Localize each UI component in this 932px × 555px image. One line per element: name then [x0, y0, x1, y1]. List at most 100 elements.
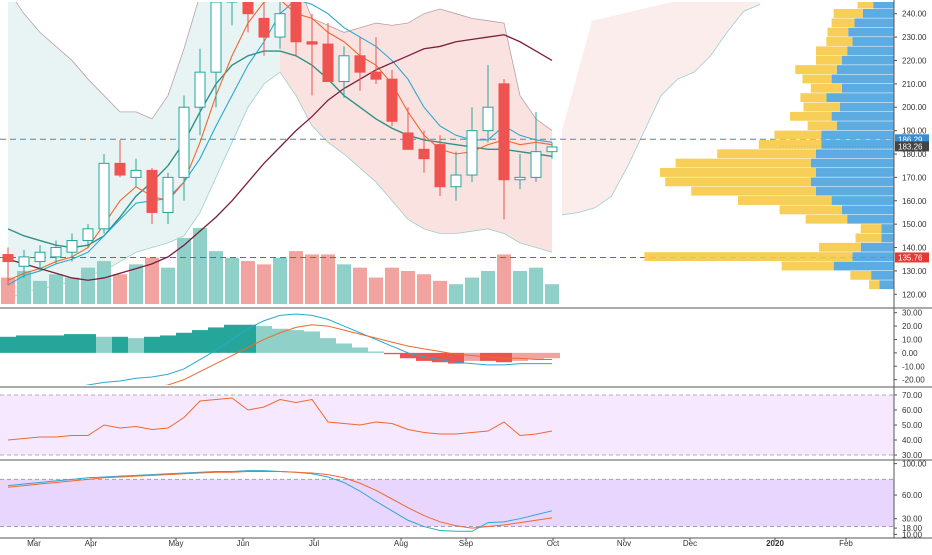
candle-body [50, 247, 62, 258]
macd-axis-tick-label: 10.00 [902, 335, 923, 344]
volume-profile-buy-bar [871, 270, 894, 280]
volume-profile-sell-bar [869, 280, 880, 290]
price-axis-tick-label: 150.00 [902, 220, 927, 229]
stoch-axis-tick-label: 10.00 [902, 530, 923, 539]
candle-body [114, 162, 126, 176]
macd-histogram-bar [304, 331, 320, 353]
volume-bar [225, 257, 239, 304]
volume-bar [241, 261, 255, 304]
price-axis-tick-label: 230.00 [902, 33, 927, 42]
volume-bar [113, 274, 127, 304]
x-axis-tick-label: Apr [85, 539, 98, 548]
candle-body [418, 148, 430, 160]
rsi-axis-tick-label: 70.00 [902, 391, 923, 400]
volume-profile-sell-bar [675, 158, 811, 168]
macd-histogram-bar [320, 338, 336, 353]
volume-profile-sell-bar [833, 9, 863, 18]
stoch-axis-tick-label: 18.00 [902, 524, 923, 533]
volume-profile-buy-bar [862, 9, 894, 18]
macd-axis-tick-label: -20.00 [902, 376, 925, 385]
candle-body [194, 71, 206, 108]
candle-body [402, 132, 414, 150]
x-axis-tick-label: Feb [839, 539, 853, 548]
candle-body [338, 55, 350, 83]
volume-bar [33, 280, 47, 304]
macd-histogram-bar [0, 336, 16, 353]
price-label-badge [895, 134, 929, 145]
volume-bar [385, 267, 399, 304]
candle-body [306, 41, 318, 45]
candle-body [450, 174, 462, 188]
candle-body [434, 144, 446, 188]
range-band-fill [8, 2, 280, 299]
candle-body [34, 251, 46, 263]
rsi-axis-tick-label: 60.00 [902, 406, 923, 415]
volume-profile-sell-bar [860, 224, 882, 234]
volume-profile-sell-bar [810, 83, 842, 93]
volume-profile-sell-bar [826, 37, 853, 46]
volume-bar [449, 284, 463, 304]
volume-profile-buy-bar [831, 196, 894, 205]
macd-histogram-bar [496, 352, 512, 363]
candle-body [82, 228, 94, 242]
macd-axis-tick-label: -10.00 [902, 362, 925, 371]
candle-body [242, 2, 254, 15]
volume-bar [129, 264, 143, 304]
x-axis-tick-label: Sep [459, 539, 474, 548]
volume-profile-buy-bar [881, 233, 894, 243]
macd-histogram-bar [528, 352, 544, 360]
volume-profile-buy-bar [821, 130, 894, 140]
macd-histogram-bar [224, 324, 240, 353]
price-axis-tick-label: 130.00 [902, 267, 927, 276]
candle-body [498, 83, 510, 181]
candle-body [178, 106, 190, 178]
volume-profile-buy-bar [860, 242, 894, 252]
candle-body [386, 78, 398, 122]
volume-profile-sell-bar [781, 261, 834, 271]
volume-bar [465, 277, 479, 304]
volume-profile-buy-bar [836, 65, 894, 74]
volume-bar [273, 257, 287, 304]
volume-profile-sell-bar [717, 149, 816, 159]
volume-bar [481, 270, 495, 304]
macd-histogram-bar [64, 334, 80, 353]
candle-body [466, 130, 478, 176]
candle-body [274, 13, 286, 38]
volume-profile-sell-bar [779, 205, 842, 215]
macd-histogram-bar [544, 352, 560, 359]
price-label-text: 183.26 [898, 142, 923, 151]
x-axis-tick-label: May [168, 539, 183, 548]
volume-profile-sell-bar [816, 46, 848, 56]
volume-bar [177, 237, 191, 304]
candle-body [530, 151, 542, 178]
volume-profile-sell-bar [800, 93, 827, 103]
volume-profile-buy-bar [842, 55, 894, 65]
volume-bar [81, 267, 95, 304]
volume-profile-buy-bar [821, 139, 894, 149]
volume-profile-buy-bar [810, 177, 894, 187]
volume-profile-sell-bar [774, 130, 822, 140]
volume-bar [529, 267, 543, 304]
volume-profile-sell-bar [795, 65, 837, 74]
upper-band-line [15, 2, 553, 131]
macd-histogram-bar [448, 352, 464, 364]
volume-profile-sell-bar [831, 18, 855, 28]
macd-histogram-bar [336, 343, 352, 353]
rsi-axis-tick-label: 40.00 [902, 436, 923, 445]
stoch-band-fill [0, 479, 894, 527]
volume-profile-buy-bar [873, 2, 894, 9]
volume-profile-buy-bar [852, 37, 894, 46]
macd-histogram-bar [160, 335, 176, 353]
volume-profile-sell-bar [816, 55, 842, 65]
macd-signal-line [164, 324, 552, 385]
volume-profile-sell-bar [691, 186, 816, 196]
macd-axis-tick-label: 20.00 [902, 322, 923, 331]
volume-bar [49, 274, 63, 304]
volume-bar [193, 228, 207, 304]
macd-histogram-bar [144, 336, 160, 353]
volume-bar [1, 277, 15, 304]
volume-profile-buy-bar [826, 93, 894, 103]
macd-histogram-bar [48, 335, 64, 353]
